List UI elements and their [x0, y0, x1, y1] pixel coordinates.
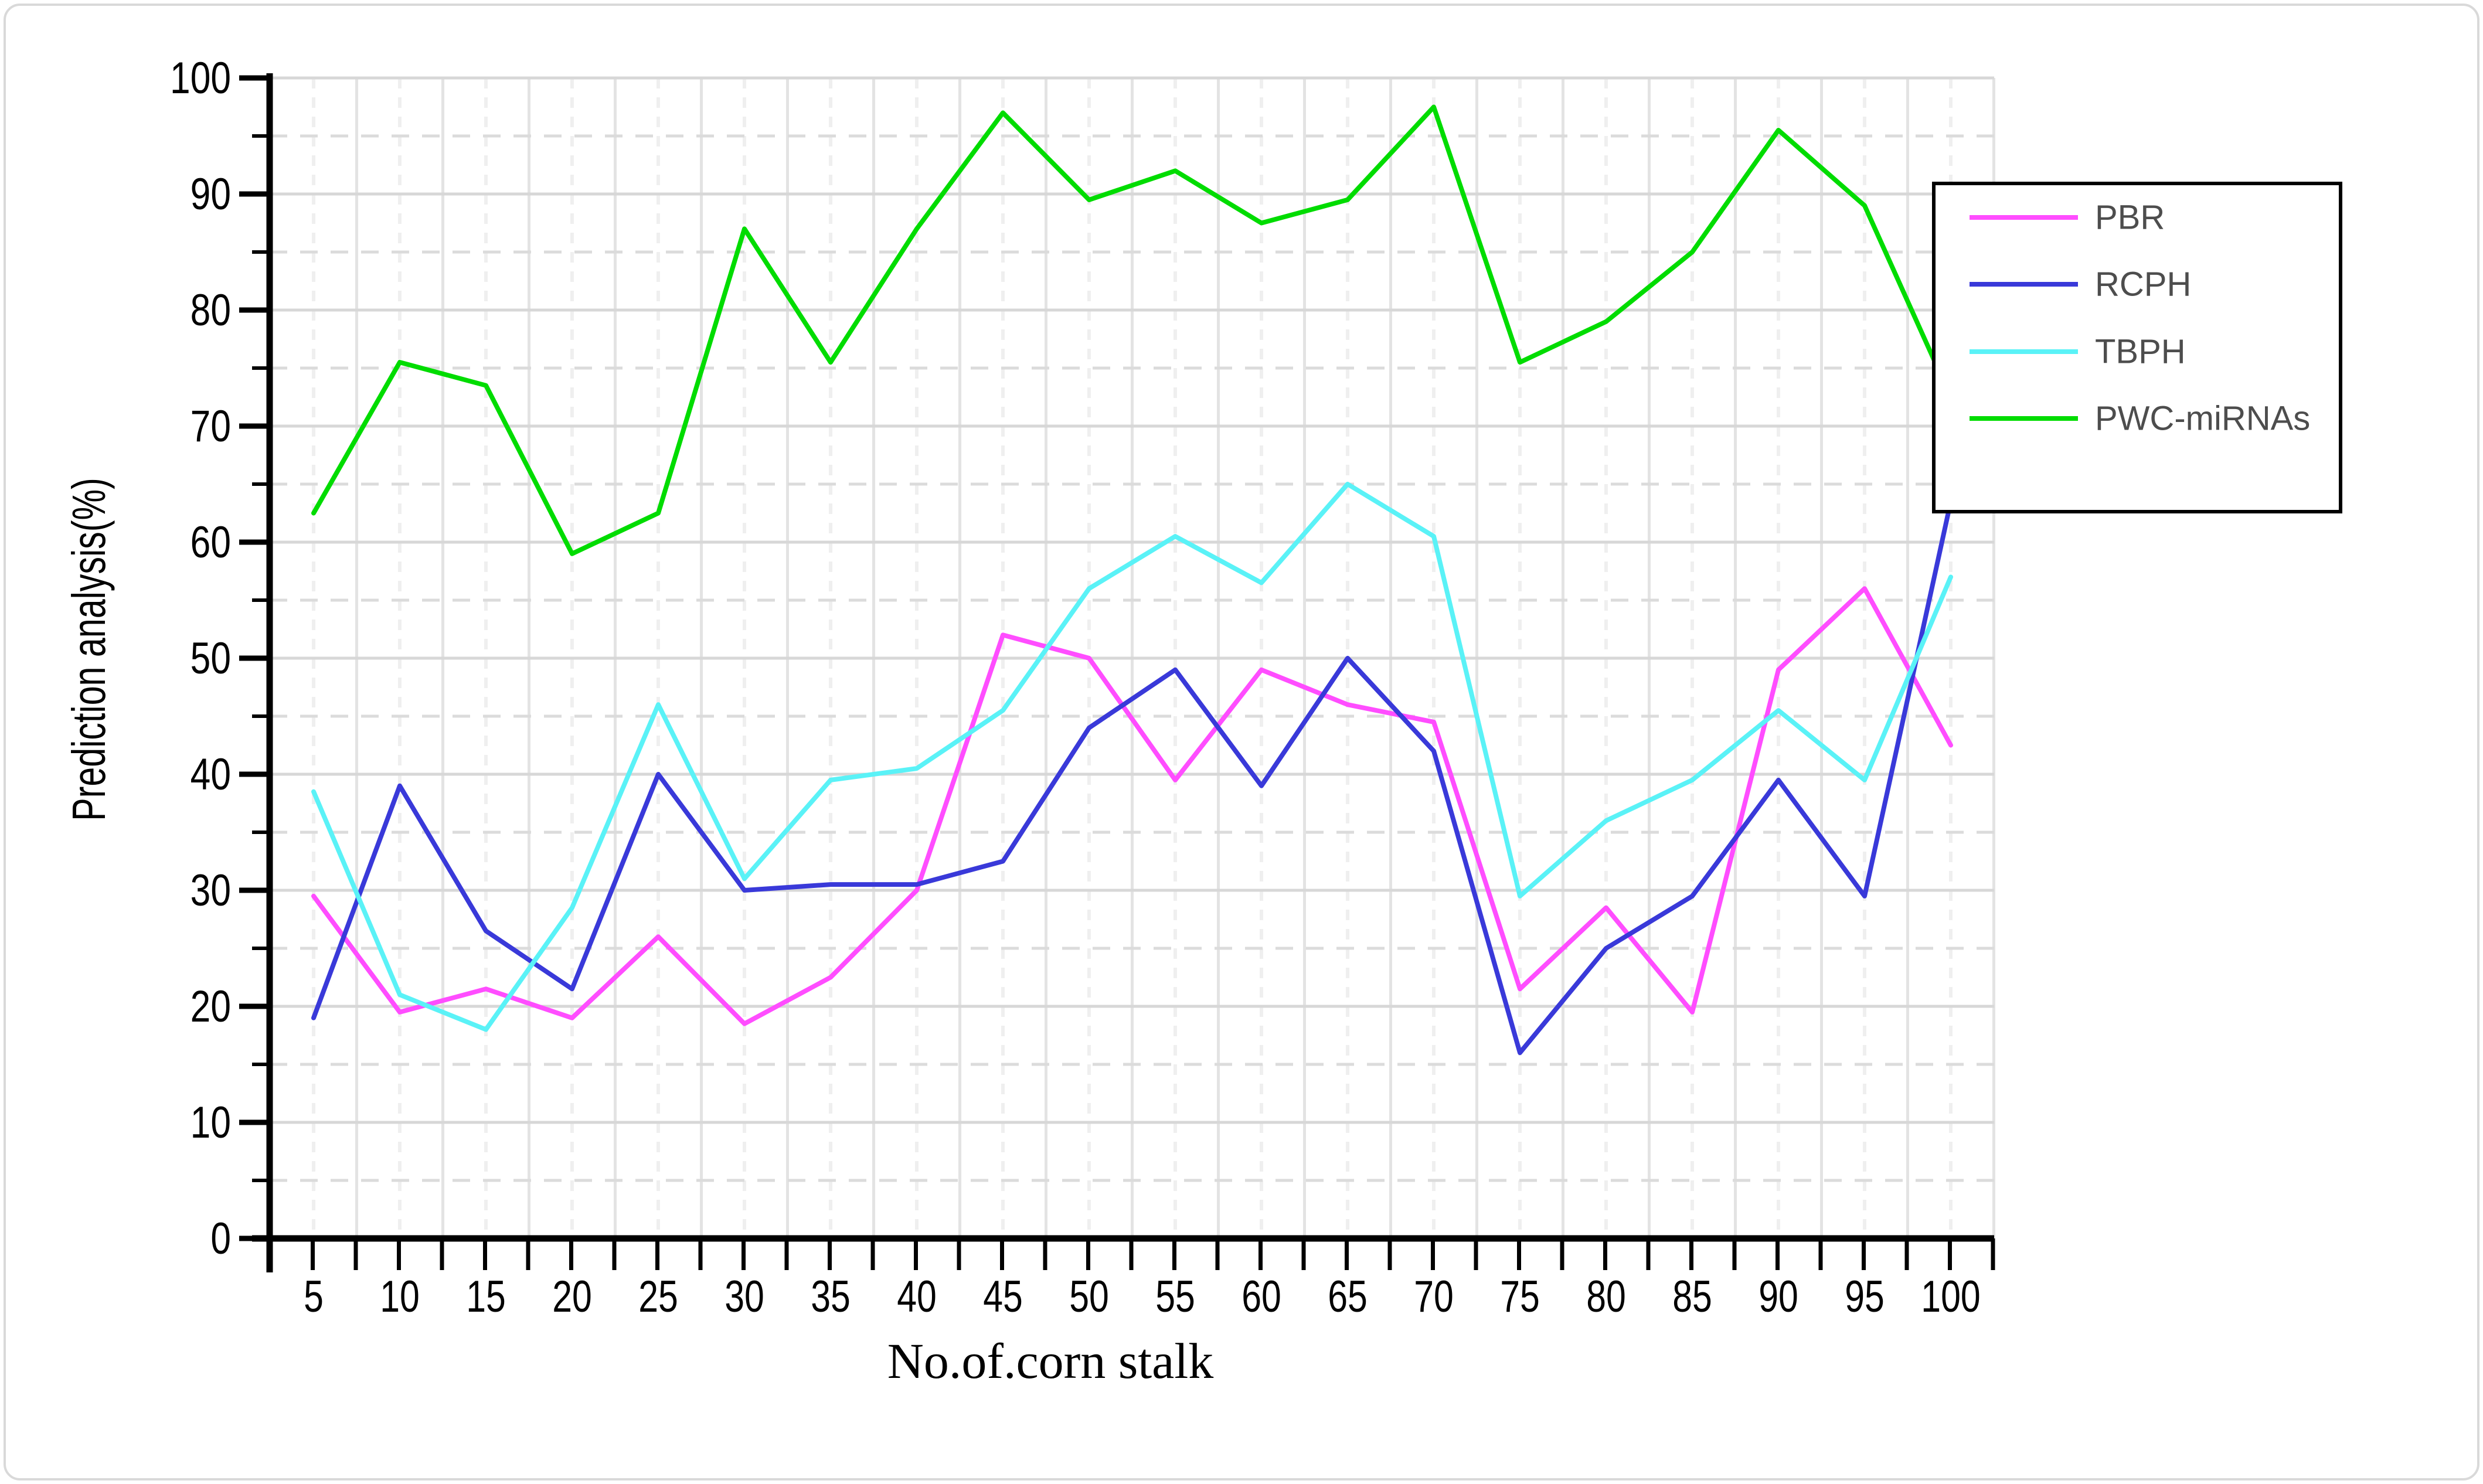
y-tick-label: 60 — [191, 517, 231, 567]
legend-entry-RCPH: RCPH — [1936, 265, 2339, 304]
y-tick-label: 100 — [170, 53, 231, 103]
legend: PBR RCPH TBPH PWC-miRNAs — [1932, 182, 2342, 513]
legend-label: TBPH — [2095, 332, 2186, 371]
x-tick-label: 50 — [1069, 1272, 1109, 1322]
x-tick-label: 15 — [466, 1272, 506, 1322]
y-tick-label: 70 — [191, 401, 231, 451]
y-tick-label: 30 — [191, 865, 231, 915]
legend-entry-PWC-miRNAs: PWC-miRNAs — [1936, 399, 2339, 438]
legend-line-sample — [1970, 282, 2078, 287]
y-axis-title: Prediction analysis(%) — [63, 478, 115, 821]
legend-line-sample — [1970, 215, 2078, 220]
x-tick-label: 80 — [1586, 1272, 1626, 1322]
x-tick-label: 65 — [1328, 1272, 1368, 1322]
x-tick-label: 85 — [1672, 1272, 1712, 1322]
x-tick-label: 5 — [304, 1272, 324, 1322]
y-tick-label: 80 — [191, 285, 231, 335]
series-line-RCPH — [311, 499, 1953, 1056]
legend-entry-PBR: PBR — [1936, 198, 2339, 237]
y-tick-label: 0 — [210, 1213, 231, 1263]
x-axis-title: No.of.corn stalk — [887, 1333, 1214, 1389]
legend-label: PWC-miRNAs — [2095, 399, 2311, 438]
x-tick-label: 95 — [1845, 1272, 1885, 1322]
x-tick-label: 90 — [1758, 1272, 1798, 1322]
legend-label: PBR — [2095, 198, 2165, 237]
x-tick-label: 45 — [983, 1272, 1023, 1322]
x-tick-label: 55 — [1155, 1272, 1195, 1322]
x-tick-label: 20 — [552, 1272, 592, 1322]
series-line-PWC-miRNAs — [311, 104, 1953, 556]
series-line-TBPH — [311, 482, 1953, 1032]
x-tick-label: 60 — [1242, 1272, 1281, 1322]
y-tick-label: 90 — [191, 169, 231, 219]
x-tick-label: 40 — [897, 1272, 937, 1322]
x-tick-label: 30 — [725, 1272, 764, 1322]
legend-line-sample — [1970, 349, 2078, 354]
series-line-PBR — [311, 586, 1953, 1026]
y-tick-label: 50 — [191, 633, 231, 683]
x-tick-label: 25 — [638, 1272, 678, 1322]
x-tick-label: 35 — [811, 1272, 851, 1322]
x-tick-label: 100 — [1921, 1272, 1980, 1322]
y-tick-label: 20 — [191, 981, 231, 1031]
legend-line-sample — [1970, 416, 2078, 421]
y-tick-label: 10 — [191, 1097, 231, 1147]
x-tick-label: 70 — [1414, 1272, 1454, 1322]
legend-entry-TBPH: TBPH — [1936, 332, 2339, 371]
x-tick-label: 75 — [1500, 1272, 1540, 1322]
x-tick-label: 10 — [380, 1272, 420, 1322]
figure-border — [4, 4, 2479, 1480]
legend-label: RCPH — [2095, 265, 2192, 304]
y-tick-label: 40 — [191, 749, 231, 799]
